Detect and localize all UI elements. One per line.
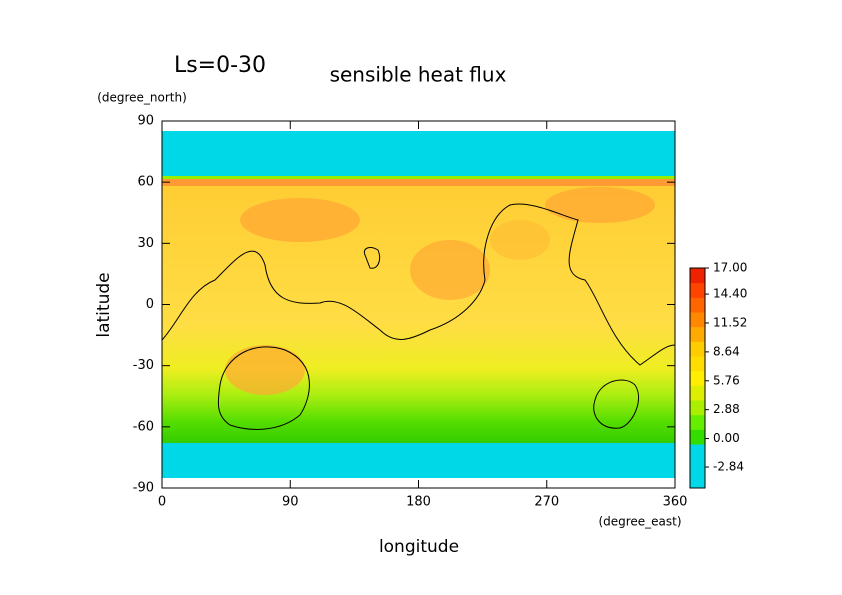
colorbar-band bbox=[690, 414, 705, 430]
x-axis-label: longitude bbox=[379, 537, 459, 557]
y-tick-label: 60 bbox=[137, 175, 154, 190]
y-tick-label: 90 bbox=[137, 114, 154, 129]
x-tick-label: 0 bbox=[158, 495, 166, 510]
colorbar-label: 5.76 bbox=[713, 373, 740, 387]
y-tick-label: 30 bbox=[137, 236, 154, 251]
y-axis-label: latitude bbox=[94, 272, 114, 337]
colorbar-band bbox=[690, 444, 705, 460]
subtitle: Ls=0-30 bbox=[174, 53, 266, 78]
colorbar-band bbox=[690, 282, 705, 298]
colorbar-label: 14.40 bbox=[713, 287, 747, 301]
colorbar-band bbox=[690, 326, 705, 342]
chart-title: sensible heat flux bbox=[330, 63, 507, 87]
colorbar-label: 8.64 bbox=[713, 344, 740, 358]
y-tick-label: -30 bbox=[133, 358, 154, 373]
colorbar-band bbox=[690, 297, 705, 313]
colorbar-band bbox=[690, 400, 705, 416]
colorbar-band bbox=[690, 268, 705, 284]
field bbox=[161, 131, 676, 478]
colorbar-band bbox=[690, 429, 705, 445]
colorbar-label: 0.00 bbox=[713, 431, 740, 445]
colorbar-band bbox=[690, 385, 705, 401]
colorbar-label: -2.84 bbox=[713, 460, 744, 474]
y-tick-label: -60 bbox=[133, 419, 154, 434]
colorbar-band bbox=[690, 458, 705, 474]
colorbar-band bbox=[690, 341, 705, 357]
colorbar-band bbox=[690, 473, 705, 489]
x-tick-label: 270 bbox=[534, 495, 559, 510]
colorbar-band bbox=[690, 370, 705, 386]
y-units: (degree_north) bbox=[97, 91, 187, 105]
y-tick-label: 0 bbox=[146, 297, 154, 312]
x-tick-label: 360 bbox=[663, 495, 688, 510]
colorbar-band bbox=[690, 312, 705, 328]
x-units: (degree_east) bbox=[598, 515, 681, 529]
y-tick-label: -90 bbox=[133, 481, 154, 496]
colorbar-label: 2.88 bbox=[713, 402, 740, 416]
colorbar-band bbox=[690, 356, 705, 372]
x-tick-label: 90 bbox=[282, 495, 299, 510]
x-tick-label: 180 bbox=[406, 495, 431, 510]
colorbar-frame bbox=[689, 267, 706, 489]
colorbar-label: 17.00 bbox=[713, 261, 747, 275]
colorbar-label: 11.52 bbox=[713, 315, 747, 329]
